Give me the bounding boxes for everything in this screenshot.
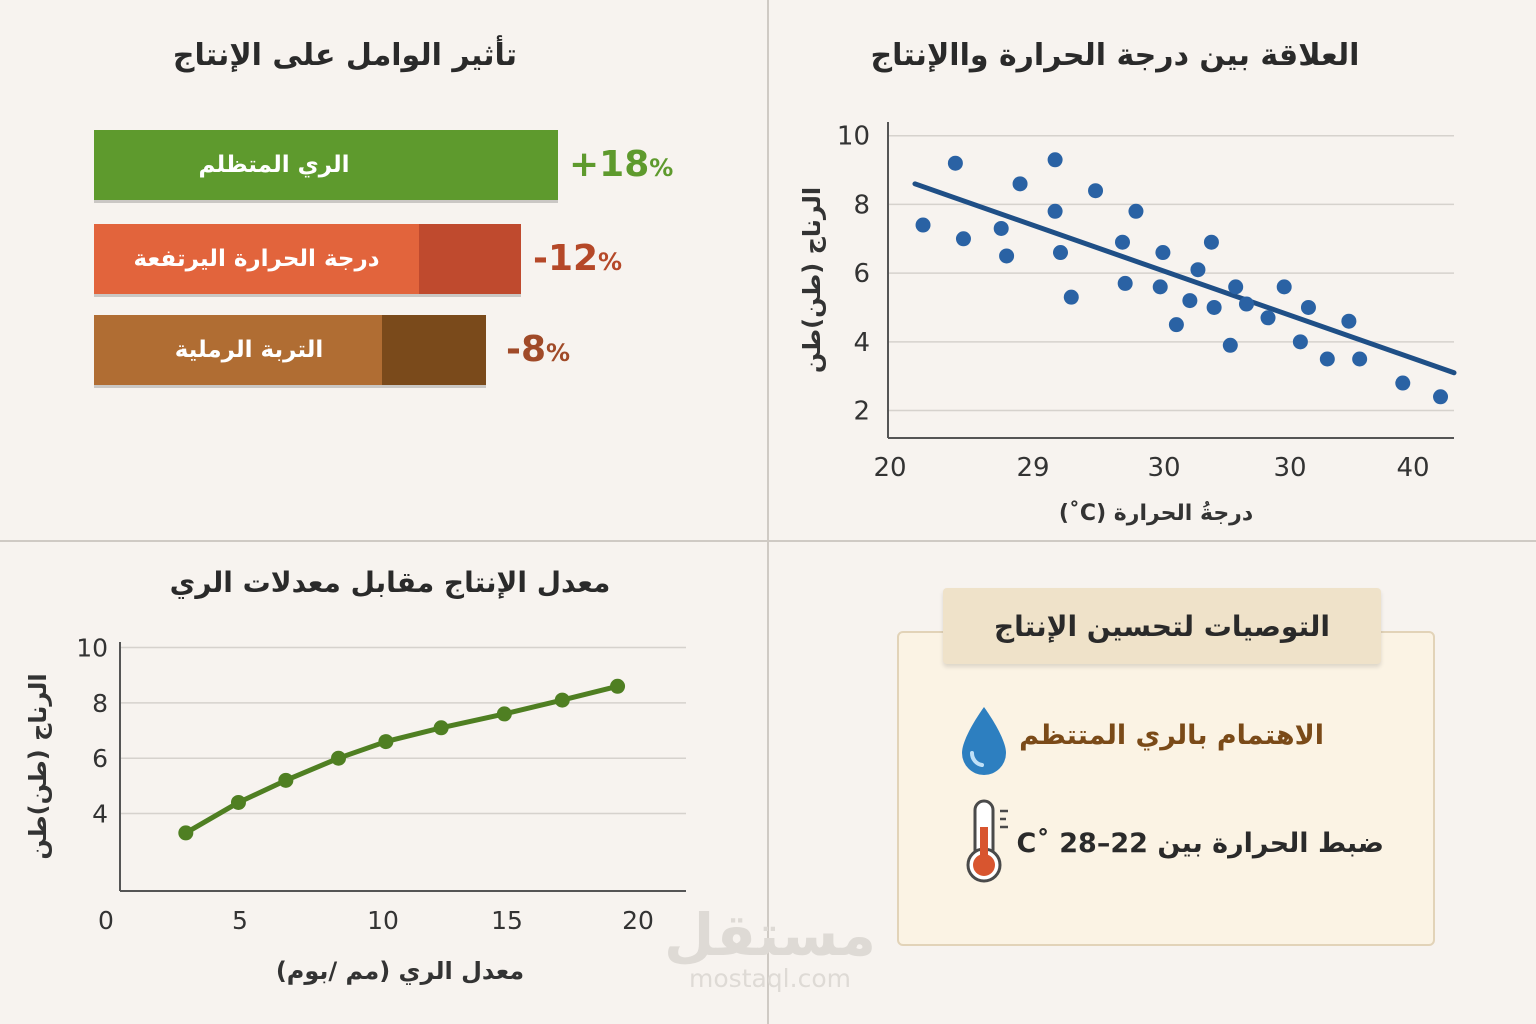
scatter-point (1206, 299, 1222, 315)
scatter-point (955, 231, 971, 247)
scatter-y-axis-label: الرناج (طن)طن (798, 187, 826, 373)
line-y-axis-label: الرناج (طن)طن (24, 673, 52, 859)
line-chart: 4 6 8 10 0 5 10 15 20 معدل الري (مم /بوم) الرناج (… (24, 634, 686, 985)
scatter-x-tick-label: 20 (873, 453, 906, 483)
scatter-point (1319, 351, 1335, 367)
line-point (496, 706, 512, 722)
scatter-title: العلاقة بين درجة الحرارة واالإنتاج (870, 38, 1360, 73)
line-series (184, 683, 619, 836)
scatter-point (1088, 183, 1104, 199)
factors-title: تأثير الوامل على الإنتاج (172, 38, 518, 73)
scatter-point (1341, 313, 1357, 329)
scatter-point (1190, 262, 1206, 278)
line-x-tick-label: 15 (491, 906, 523, 935)
scatter-point (999, 248, 1015, 264)
vertical-divider (767, 0, 769, 1024)
scatter-point (1114, 234, 1130, 250)
line-point (610, 678, 626, 694)
line-point (278, 772, 294, 788)
scatter-y-tick-label: 4 (853, 328, 870, 358)
scatter-trendline (912, 181, 1457, 376)
scatter-point (1238, 296, 1254, 312)
bar-high-temp-shade (419, 224, 521, 294)
bar-irrigation-label: الري المتظلم (198, 152, 350, 178)
line-x-tick-label: 10 (367, 906, 399, 935)
line-point (554, 692, 570, 708)
scatter-point (993, 220, 1009, 236)
scatter-point (1128, 203, 1144, 219)
bar-high-temp-label: درجة الحرارة اليرتفعة (133, 246, 380, 272)
scatter-y-tick-label: 10 (837, 122, 870, 152)
scatter-x-tick-label: 29 (1016, 453, 1049, 483)
line-x-tick-label: 0 (98, 906, 114, 935)
line-x-axis-label: معدل الري (مم /بوم) (276, 957, 524, 985)
line-point (230, 794, 246, 810)
bar-sandy-soil-label: التربة الرملية (174, 337, 324, 363)
scatter-x-tick-label: 40 (1396, 453, 1429, 483)
scatter-y-tick-label: 6 (853, 259, 870, 289)
bar-high-temp: درجة الحرارة اليرتفعة (94, 224, 521, 294)
scatter-point (1168, 317, 1184, 333)
scatter-point (1052, 245, 1068, 261)
scatter-x-tick-label: 30 (1147, 453, 1180, 483)
bar-high-temp-value: -12% (533, 238, 623, 279)
thermometer-icon (958, 797, 1018, 891)
scatter-point (1047, 203, 1063, 219)
water-drop-icon (958, 705, 1010, 781)
scatter-point (1260, 310, 1276, 326)
bar-sandy-soil-shade (382, 315, 486, 385)
recommendation-irrigation: الاهتمام بالري المتتظم (1019, 720, 1324, 751)
line-x-tick-label: 5 (232, 906, 248, 935)
line-point (378, 734, 394, 750)
scatter-point (1300, 299, 1316, 315)
scatter-point (1117, 275, 1133, 291)
scatter-point (1352, 351, 1368, 367)
scatter-point (947, 155, 963, 171)
scatter-point (1228, 279, 1244, 295)
recommendation-temperature: ضبط الحرارة بين C˚ 28–22 (1016, 828, 1384, 859)
recommendations-heading: التوصيات لتحسين الإنتاج (943, 588, 1381, 664)
scatter-point (1063, 289, 1079, 305)
scatter-point (1222, 337, 1238, 353)
recommendations-box (897, 631, 1435, 946)
scatter-point (1433, 389, 1449, 405)
scatter-point (1047, 152, 1063, 168)
line-point (331, 750, 347, 766)
line-point (178, 825, 194, 841)
scatter-y-tick-label: 2 (853, 397, 870, 427)
horizontal-divider (0, 540, 1536, 542)
line-point (433, 720, 449, 736)
line-y-tick-label: 10 (76, 634, 108, 663)
scatter-point (1152, 279, 1168, 295)
scatter-point (1203, 234, 1219, 250)
scatter-x-tick-label: 30 (1273, 453, 1306, 483)
line-y-tick-label: 6 (92, 744, 108, 773)
bar-sandy-soil-value: -8% (506, 329, 571, 370)
scatter-point (1155, 245, 1171, 261)
bar-irrigation-value: +18% (569, 144, 674, 185)
line-title: معدل الإنتاج مقابل معدلات الري (169, 566, 611, 599)
line-x-tick-label: 20 (622, 906, 654, 935)
scatter-x-axis-label: درجةُ الحرارة (C˚) (1059, 501, 1253, 526)
scatter-point (915, 217, 931, 233)
scatter-chart: 2 4 6 8 10 20 29 30 30 40 درجةُ الحرارة (C˚) الرناج… (798, 122, 1457, 526)
scatter-point (1012, 176, 1028, 192)
scatter-point (1182, 293, 1198, 309)
scatter-point (1395, 375, 1411, 391)
line-y-tick-label: 4 (92, 800, 108, 829)
line-y-tick-label: 8 (92, 689, 108, 718)
scatter-point (1276, 279, 1292, 295)
scatter-y-tick-label: 8 (853, 190, 870, 220)
bar-irrigation: الري المتظلم (94, 130, 558, 200)
scatter-point (1292, 334, 1308, 350)
bar-sandy-soil: التربة الرملية (94, 315, 486, 385)
watermark-logo: مستقل mostaql.com (663, 901, 877, 993)
